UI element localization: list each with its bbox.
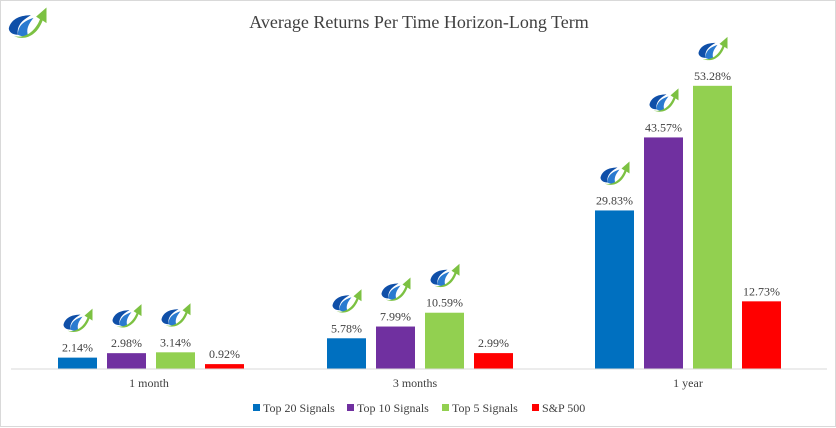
logo-marker-icon-top-5-signals-1-year — [698, 36, 728, 61]
data-label-top-20-signals-3-months: 5.78% — [331, 321, 362, 335]
legend-swatch-top-5-signals — [442, 404, 449, 411]
data-label-top-5-signals-1-month: 3.14% — [160, 335, 191, 349]
logo-marker-icon-top-10-signals-1-year — [649, 88, 679, 112]
logo-marker-icon-top-20-signals-1-year — [600, 161, 630, 185]
bar-top-20-signals-1-month[interactable] — [58, 357, 97, 369]
bar-top-10-signals-1-year[interactable] — [644, 137, 683, 369]
data-label-top-5-signals-1-year: 53.28% — [694, 69, 731, 83]
logo-marker-icon-top-10-signals-1-month — [112, 304, 142, 328]
logo-marker-icon-top-20-signals-1-month — [63, 308, 93, 332]
logo-marker-icon-top-5-signals-1-month — [161, 303, 191, 327]
legend-swatch-top-10-signals — [347, 404, 354, 411]
data-label-sp-500-1-year: 12.73% — [743, 284, 780, 298]
legend-item-sp-500[interactable]: S&P 500 — [532, 401, 585, 415]
bar-top-20-signals-1-year[interactable] — [595, 210, 634, 369]
bar-sp-500-1-year[interactable] — [742, 301, 781, 369]
bar-top-5-signals-1-month[interactable] — [156, 352, 195, 369]
legend-label-top-10-signals: Top 10 Signals — [357, 401, 429, 415]
legend: Top 20 Signals Top 10 Signals Top 5 Sign… — [253, 401, 585, 415]
logo-marker-icon-top-5-signals-3-months — [430, 263, 460, 288]
corner-logo-icon — [8, 7, 47, 38]
data-label-top-20-signals-1-month: 2.14% — [62, 341, 93, 355]
logo-marker-icon-top-20-signals-3-months — [332, 289, 362, 313]
legend-swatch-sp-500 — [532, 404, 539, 411]
bar-top-10-signals-1-month[interactable] — [107, 353, 146, 369]
legend-item-top-5-signals[interactable]: Top 5 Signals — [442, 401, 518, 415]
data-label-top-10-signals-3-months: 7.99% — [380, 310, 411, 324]
logo-marker-icon-top-10-signals-3-months — [381, 277, 411, 301]
legend-label-sp-500: S&P 500 — [542, 401, 585, 415]
plot-area: 2.14% 5.78% 29.83% 2.98% 7.99% 43.57% 3.14% 10.… — [58, 36, 781, 369]
bar-top-10-signals-3-months[interactable] — [376, 326, 415, 369]
category-label-1-year: 1 year — [673, 376, 703, 390]
data-label-top-10-signals-1-year: 43.57% — [645, 120, 682, 134]
category-label-1-month: 1 month — [129, 376, 169, 390]
category-label-3-months: 3 months — [393, 376, 438, 390]
bar-top-5-signals-3-months[interactable] — [425, 312, 464, 369]
bar-top-5-signals-1-year[interactable] — [693, 85, 732, 369]
bar-sp-500-3-months[interactable] — [474, 353, 513, 369]
data-label-sp-500-3-months: 2.99% — [478, 336, 509, 350]
legend-label-top-5-signals: Top 5 Signals — [452, 401, 518, 415]
legend-label-top-20-signals: Top 20 Signals — [263, 401, 335, 415]
data-label-top-20-signals-1-year: 29.83% — [596, 193, 633, 207]
bar-sp-500-1-month[interactable] — [205, 364, 244, 369]
legend-swatch-top-20-signals — [253, 404, 260, 411]
legend-item-top-10-signals[interactable]: Top 10 Signals — [347, 401, 429, 415]
chart-title: Average Returns Per Time Horizon-Long Te… — [249, 12, 589, 32]
legend-item-top-20-signals[interactable]: Top 20 Signals — [253, 401, 335, 415]
data-label-top-5-signals-3-months: 10.59% — [426, 296, 463, 310]
bar-top-20-signals-3-months[interactable] — [327, 338, 366, 369]
data-label-sp-500-1-month: 0.92% — [209, 347, 240, 361]
data-label-top-10-signals-1-month: 2.98% — [111, 336, 142, 350]
